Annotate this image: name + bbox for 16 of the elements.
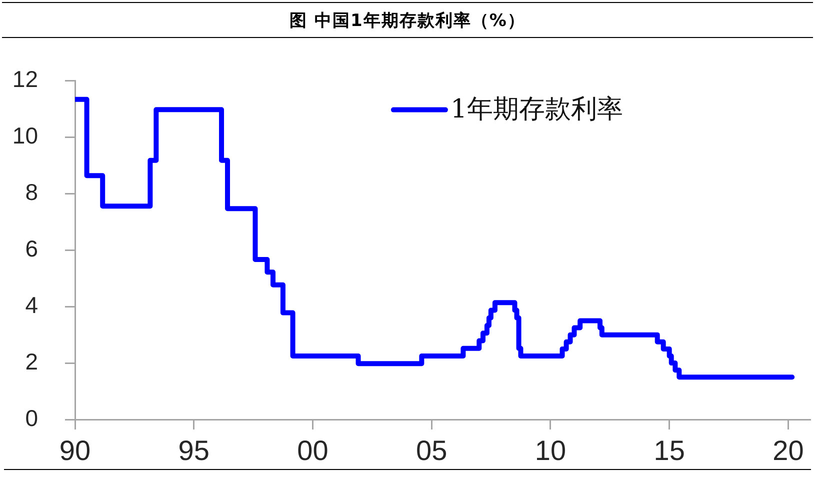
x-tick-label: 15 xyxy=(654,435,685,466)
y-tick-label: 0 xyxy=(25,404,38,431)
x-tick-label: 95 xyxy=(178,435,210,466)
y-tick-label: 2 xyxy=(25,348,38,374)
x-tick-label: 90 xyxy=(59,435,91,466)
y-tick-label: 12 xyxy=(12,66,38,92)
y-tick-label: 6 xyxy=(25,235,38,262)
x-tick-label: 00 xyxy=(297,435,328,466)
x-tick-label: 10 xyxy=(534,435,566,466)
chart-title: 图 中国1年期存款利率（%） xyxy=(290,10,526,32)
y-tick-label: 8 xyxy=(25,179,38,206)
x-tick-label: 20 xyxy=(772,435,804,466)
legend-label: 1年期存款利率 xyxy=(450,94,624,125)
y-tick-label: 4 xyxy=(25,292,38,318)
x-tick-label: 05 xyxy=(416,435,448,466)
y-tick-label: 10 xyxy=(12,122,38,149)
